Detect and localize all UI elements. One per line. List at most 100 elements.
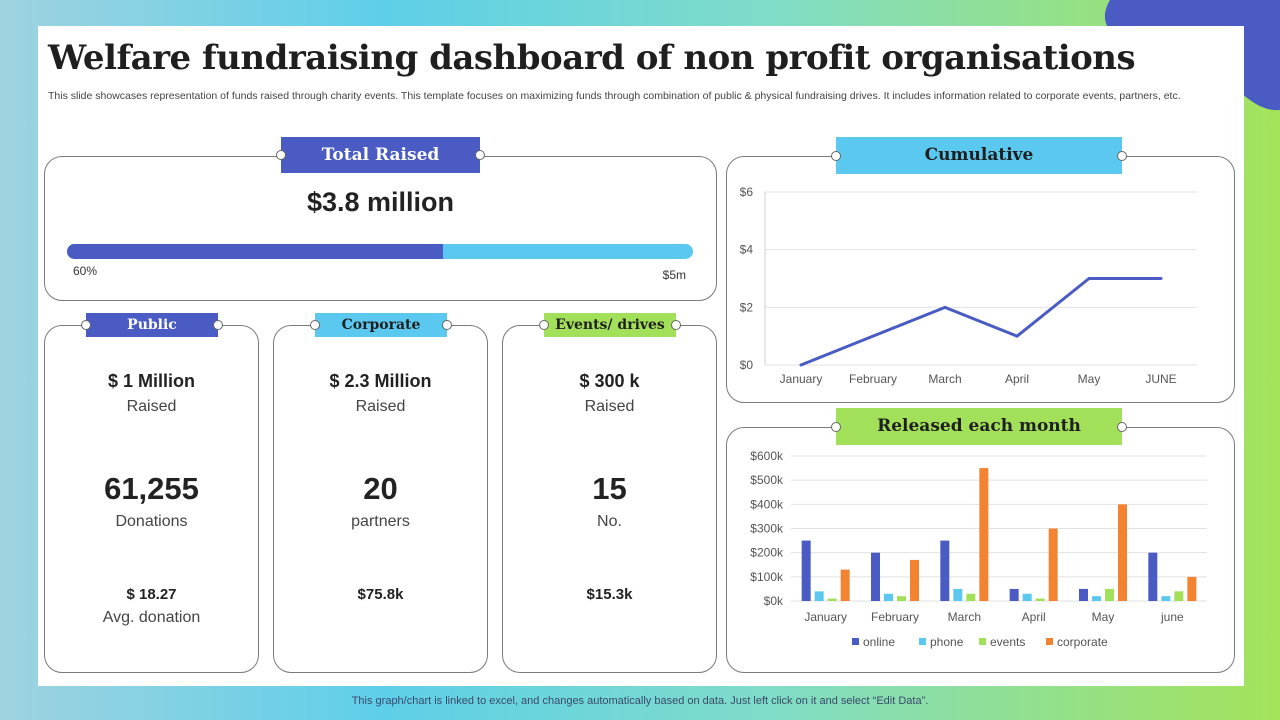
bar-corporate bbox=[1118, 504, 1127, 601]
tag-connector-dot bbox=[213, 320, 223, 330]
page-subtitle: This slide showcases representation of f… bbox=[48, 89, 1238, 103]
corporate-raised-label: Raised bbox=[274, 398, 487, 416]
public-count-label: Donations bbox=[45, 513, 258, 531]
legend-swatch-events bbox=[979, 638, 986, 645]
bar-events bbox=[897, 596, 906, 601]
total-raised-progress-fill bbox=[67, 244, 443, 259]
released-tag: Released each month bbox=[836, 408, 1122, 445]
y-tick-label: $0 bbox=[740, 358, 754, 372]
released-bar-chart: $0k $100k $200k $300k $400k $500k $600k January… bbox=[727, 428, 1234, 672]
public-amount: $ 1 Million bbox=[45, 371, 258, 392]
data-point bbox=[1160, 277, 1163, 280]
progress-goal-label: $5m bbox=[663, 268, 686, 282]
x-tick-label: JUNE bbox=[1145, 372, 1176, 386]
y-tick-label: $4 bbox=[740, 243, 754, 257]
bar-corporate bbox=[1049, 529, 1058, 602]
events-raised-label: Raised bbox=[503, 398, 716, 416]
bar-phone bbox=[884, 594, 893, 601]
corporate-extra: $75.8k bbox=[274, 586, 487, 603]
bar-phone bbox=[1092, 596, 1101, 601]
legend-label-online: online bbox=[863, 635, 895, 649]
events-label: Events/ drives bbox=[555, 317, 665, 333]
tag-connector-dot bbox=[442, 320, 452, 330]
progress-percent-label: 60% bbox=[73, 264, 97, 278]
bar-events bbox=[1105, 589, 1114, 601]
legend-label-phone: phone bbox=[930, 635, 964, 649]
bar-events bbox=[1036, 599, 1045, 601]
bar-events bbox=[1174, 591, 1183, 601]
y-tick-label: $500k bbox=[750, 473, 784, 487]
corporate-amount: $ 2.3 Million bbox=[274, 371, 487, 392]
bar-online bbox=[1079, 589, 1088, 601]
bar-events bbox=[828, 599, 837, 601]
x-tick-label: January bbox=[780, 372, 823, 386]
events-count-label: No. bbox=[503, 513, 716, 531]
x-tick-label: March bbox=[928, 372, 961, 386]
public-extra-label: Avg. donation bbox=[45, 609, 258, 627]
y-tick-label: $100k bbox=[750, 570, 784, 584]
events-tag: Events/ drives bbox=[544, 313, 676, 337]
bar-online bbox=[871, 553, 880, 601]
x-tick-label: April bbox=[1005, 372, 1029, 386]
x-tick-label: May bbox=[1078, 372, 1101, 386]
tag-connector-dot bbox=[1117, 151, 1127, 161]
bar-online bbox=[1010, 589, 1019, 601]
bar-online bbox=[940, 541, 949, 601]
y-tick-label: $6 bbox=[740, 185, 754, 199]
bar-corporate bbox=[910, 560, 919, 601]
total-raised-label: Total Raised bbox=[322, 145, 440, 165]
bar-corporate bbox=[1187, 577, 1196, 601]
events-count: 15 bbox=[503, 471, 716, 507]
x-tick-label: April bbox=[1022, 610, 1046, 624]
cumulative-series-line bbox=[801, 279, 1161, 366]
legend-label-events: events bbox=[990, 635, 1025, 649]
public-card: $ 1 Million Raised 61,255 Donations $ 18… bbox=[44, 325, 259, 673]
x-tick-label: February bbox=[849, 372, 897, 386]
bar-phone bbox=[1023, 594, 1032, 601]
bar-phone bbox=[1161, 596, 1170, 601]
data-point bbox=[800, 364, 803, 367]
cumulative-line-chart: $0 $2 $4 $6 January February March April May JUNE bbox=[727, 157, 1234, 402]
cumulative-title: Cumulative bbox=[925, 145, 1034, 165]
corporate-tag: Corporate bbox=[315, 313, 447, 337]
tag-connector-dot bbox=[276, 150, 286, 160]
x-tick-label: june bbox=[1160, 610, 1184, 624]
y-tick-label: $600k bbox=[750, 449, 784, 463]
tag-connector-dot bbox=[539, 320, 549, 330]
released-title: Released each month bbox=[877, 416, 1081, 436]
public-tag: Public bbox=[86, 313, 218, 337]
slide-canvas: Welfare fundraising dashboard of non pro… bbox=[38, 26, 1244, 686]
cumulative-tag: Cumulative bbox=[836, 137, 1122, 174]
tag-connector-dot bbox=[831, 151, 841, 161]
public-label: Public bbox=[127, 317, 177, 333]
public-count: 61,255 bbox=[45, 471, 258, 507]
corporate-count: 20 bbox=[274, 471, 487, 507]
tag-connector-dot bbox=[475, 150, 485, 160]
footer-note: This graph/chart is linked to excel, and… bbox=[0, 695, 1280, 707]
data-point bbox=[944, 306, 947, 309]
released-card: $0k $100k $200k $300k $400k $500k $600k January… bbox=[726, 427, 1235, 673]
total-raised-amount: $3.8 million bbox=[45, 187, 716, 218]
total-raised-tag: Total Raised bbox=[281, 137, 480, 173]
bar-phone bbox=[815, 591, 824, 601]
events-extra: $15.3k bbox=[503, 586, 716, 603]
corporate-count-label: partners bbox=[274, 513, 487, 531]
total-raised-card: $3.8 million 60% $5m bbox=[44, 156, 717, 301]
y-tick-label: $0k bbox=[764, 594, 784, 608]
corporate-label: Corporate bbox=[342, 317, 421, 333]
tag-connector-dot bbox=[671, 320, 681, 330]
total-raised-progress-track bbox=[67, 244, 693, 259]
bar-online bbox=[802, 541, 811, 601]
bar-corporate bbox=[841, 570, 850, 601]
y-tick-label: $2 bbox=[740, 300, 754, 314]
corporate-card: $ 2.3 Million Raised 20 partners $75.8k bbox=[273, 325, 488, 673]
y-tick-label: $200k bbox=[750, 546, 784, 560]
x-tick-label: January bbox=[804, 610, 847, 624]
bar-phone bbox=[953, 589, 962, 601]
legend-swatch-online bbox=[852, 638, 859, 645]
bar-corporate bbox=[979, 468, 988, 601]
public-extra: $ 18.27 bbox=[45, 586, 258, 603]
tag-connector-dot bbox=[81, 320, 91, 330]
bar-online bbox=[1148, 553, 1157, 601]
events-card: $ 300 k Raised 15 No. $15.3k bbox=[502, 325, 717, 673]
